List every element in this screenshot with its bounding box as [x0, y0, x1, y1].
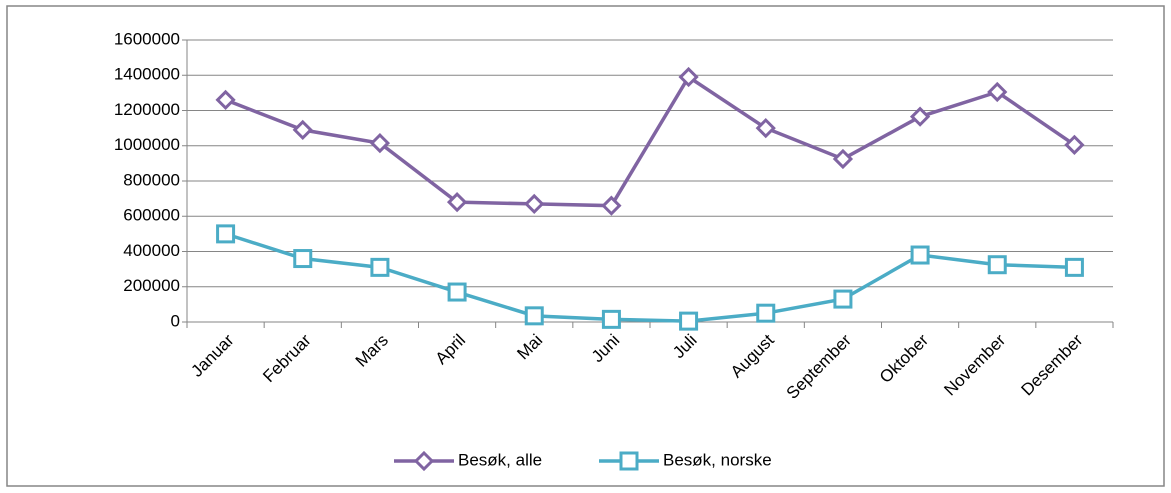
y-tick-label: 800000 [123, 170, 180, 189]
y-tick-label: 400000 [123, 241, 180, 260]
y-tick-label: 200000 [123, 276, 180, 295]
square-marker [293, 249, 313, 269]
legend-label: Besøk, norske [663, 450, 772, 469]
y-tick-label: 1000000 [114, 135, 180, 154]
y-tick-label: 0 [171, 311, 180, 330]
series-line [225, 232, 1075, 323]
square-marker [910, 245, 930, 265]
y-tick-label: 1600000 [114, 29, 180, 48]
diamond-marker [755, 118, 776, 139]
square-marker [756, 303, 776, 323]
square-marker [601, 309, 621, 329]
legend-marker [413, 450, 435, 472]
square-marker [216, 224, 236, 244]
diamond-marker [446, 192, 468, 213]
square-marker [679, 311, 699, 331]
diamond-marker [1064, 134, 1085, 155]
diamond-marker [601, 195, 622, 216]
diamond-marker [369, 132, 391, 154]
square-marker [1064, 257, 1084, 277]
square-marker [447, 282, 467, 302]
legend-label: Besøk, alle [458, 450, 542, 469]
y-tick-label: 1200000 [114, 100, 180, 119]
diamond-marker [987, 81, 1008, 103]
series-line [224, 74, 1076, 208]
legend-marker [619, 451, 639, 471]
diamond-marker [215, 89, 236, 111]
y-tick-label: 600000 [123, 206, 180, 225]
diamond-marker [678, 66, 699, 88]
y-tick-label: 1400000 [114, 65, 180, 84]
square-marker [987, 255, 1007, 275]
diamond-marker [832, 148, 854, 170]
square-marker [833, 289, 853, 309]
square-marker [524, 306, 544, 326]
square-marker [370, 257, 390, 277]
diamond-marker [292, 119, 313, 141]
diamond-marker [909, 106, 931, 127]
diamond-marker [524, 193, 545, 215]
chart-frame [6, 5, 1165, 487]
